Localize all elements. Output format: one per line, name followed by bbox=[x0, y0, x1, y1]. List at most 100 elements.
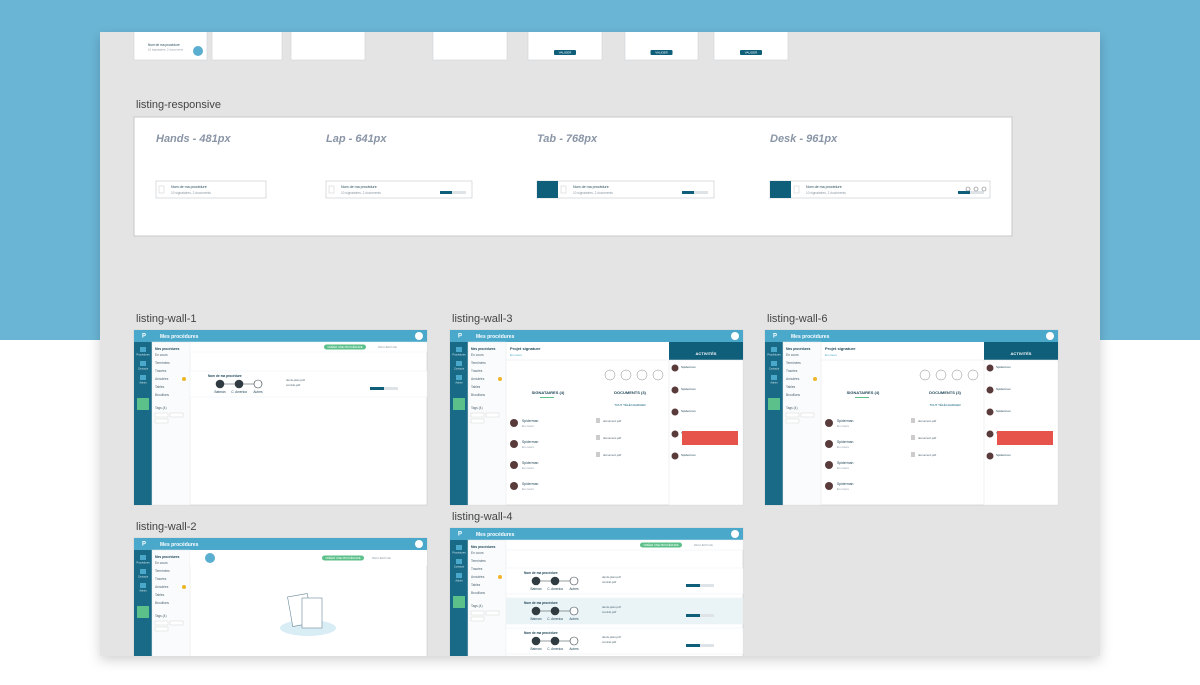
app-header bbox=[450, 330, 743, 342]
user-avatar bbox=[415, 332, 423, 340]
menu-tags: Tags (4) bbox=[155, 406, 167, 410]
side-create bbox=[453, 596, 465, 608]
create-button bbox=[324, 344, 366, 350]
menu-item: Brouillons bbox=[786, 393, 800, 397]
activity-alert bbox=[997, 431, 1053, 445]
item-title: Nom de ma procédure bbox=[341, 185, 377, 189]
section-label: listing-wall-1 bbox=[136, 313, 197, 325]
section-label: listing-wall-3 bbox=[452, 313, 513, 325]
side-label: Procédures bbox=[452, 353, 466, 357]
side-label: Admin bbox=[770, 381, 778, 385]
activity-name: Spiderman bbox=[681, 387, 696, 391]
signer bbox=[569, 576, 579, 586]
checkbox bbox=[328, 185, 335, 194]
tag-chip bbox=[470, 610, 485, 616]
app-header bbox=[765, 330, 1058, 342]
activity-avatar bbox=[671, 430, 679, 438]
side-icon bbox=[456, 375, 462, 380]
thumbnail bbox=[432, 32, 508, 61]
menu-tags: Tags (4) bbox=[786, 406, 798, 410]
app-header bbox=[450, 528, 743, 540]
side-icon bbox=[771, 361, 777, 366]
create-text: CRÉER UNE PROCÉDURE bbox=[327, 344, 362, 349]
docs-heading: DOCUMENTS (3) bbox=[614, 390, 646, 395]
signer-status: En cours bbox=[837, 445, 849, 449]
app-menu bbox=[467, 341, 507, 506]
menu-item: En cours bbox=[471, 551, 484, 555]
user-avatar bbox=[731, 332, 739, 340]
file-name: devis-plan.pdf bbox=[602, 575, 621, 579]
menu-item: Annulées bbox=[155, 377, 169, 381]
file-name: devis-plan.pdf bbox=[286, 378, 305, 382]
board-content: VALIDER VALIDER VALIDER Nom de ma procédure… bbox=[133, 32, 1059, 656]
thumbnail bbox=[133, 32, 208, 61]
menu-item: Brouillons bbox=[471, 591, 485, 595]
side-create bbox=[453, 398, 465, 410]
menu-item: Annulées bbox=[471, 575, 485, 579]
menu-heading: Mes procédures bbox=[471, 347, 496, 351]
signer-name: Autres bbox=[569, 647, 579, 651]
app-header bbox=[134, 330, 427, 342]
side-icon bbox=[456, 559, 462, 564]
menu-item: Tables bbox=[155, 385, 165, 389]
create-button bbox=[322, 555, 364, 561]
app-menu bbox=[151, 341, 191, 506]
thumbnail bbox=[527, 32, 603, 61]
underline bbox=[540, 397, 554, 398]
progress-fill bbox=[682, 191, 694, 194]
side-label: Contacts bbox=[769, 367, 780, 371]
side-icon bbox=[456, 347, 462, 352]
signer-name: Batman bbox=[531, 617, 542, 621]
signer-avatar bbox=[510, 440, 518, 448]
signer-status: En cours bbox=[837, 466, 849, 470]
menu-tags: Tags (4) bbox=[471, 406, 483, 410]
underline bbox=[855, 397, 869, 398]
menu-item: En cours bbox=[155, 561, 168, 565]
activity-avatar bbox=[986, 364, 994, 372]
doc-name: document.pdf bbox=[603, 453, 621, 457]
select-all bbox=[205, 553, 215, 563]
signer-avatar bbox=[510, 482, 518, 490]
progress-track bbox=[958, 191, 984, 194]
app-title: Mes procédures bbox=[476, 532, 515, 538]
menu-item: En cours bbox=[786, 353, 799, 357]
side-icon bbox=[140, 569, 146, 574]
toolbar bbox=[505, 539, 744, 551]
action-circle bbox=[935, 369, 947, 381]
download-link: TOUT TÉLÉCHARGER bbox=[929, 402, 961, 407]
tag-chip bbox=[154, 412, 169, 418]
side-create bbox=[137, 398, 149, 410]
thumbnail bbox=[624, 32, 699, 61]
thumb-badge bbox=[193, 46, 203, 56]
signer-status: En cours bbox=[522, 487, 534, 491]
breakpoint-title: Lap - 641px bbox=[326, 133, 387, 145]
menu-item: Terminées bbox=[155, 361, 170, 365]
side-icon bbox=[771, 347, 777, 352]
menu-tags: Tags (4) bbox=[155, 614, 167, 618]
list-item bbox=[155, 180, 267, 199]
menu-badge bbox=[182, 377, 186, 381]
tag-chip bbox=[169, 412, 184, 418]
file-name: contrat.pdf bbox=[602, 580, 616, 584]
doc-name: document.pdf bbox=[603, 436, 621, 440]
validate-button bbox=[554, 50, 576, 55]
tag-chip bbox=[485, 610, 500, 616]
signer-name: Batman bbox=[531, 587, 542, 591]
app-title: Mes procédures bbox=[476, 334, 515, 340]
progress-track bbox=[440, 191, 466, 194]
file-name: devis-plan.pdf bbox=[602, 605, 621, 609]
menu-item: Annulées bbox=[155, 585, 169, 589]
signer-name: Spiderman bbox=[837, 440, 854, 444]
file-name: contrat.pdf bbox=[602, 610, 616, 614]
thumb-title: Nom de ma procédure bbox=[148, 43, 180, 47]
side-icon bbox=[456, 545, 462, 550]
tag-chip bbox=[169, 620, 184, 626]
menu-item: Terminées bbox=[155, 569, 170, 573]
menu-item: Tracées bbox=[155, 369, 167, 373]
action-circle bbox=[652, 369, 664, 381]
menu-item: Tracées bbox=[155, 577, 167, 581]
signer-avatar bbox=[510, 461, 518, 469]
item-sidebar bbox=[770, 181, 791, 198]
action-circle bbox=[919, 369, 931, 381]
side-icon bbox=[140, 375, 146, 380]
